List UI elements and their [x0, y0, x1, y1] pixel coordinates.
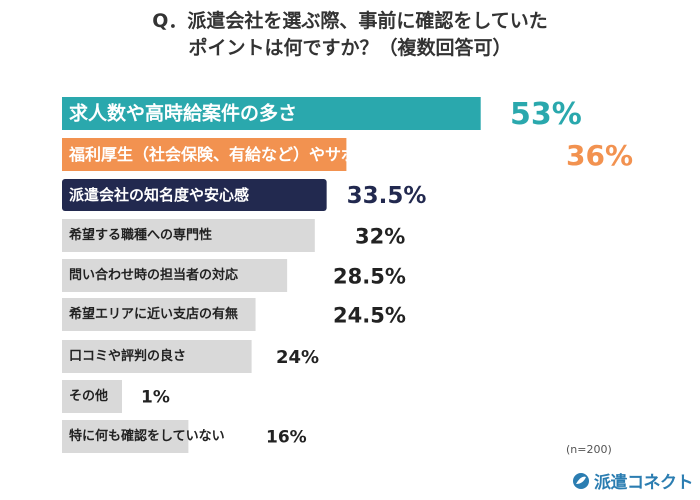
bar-label-8: その他	[69, 388, 108, 404]
value-label-8: 1%	[141, 388, 170, 408]
bar-label-2: 福利厚生（社会保険、有給など）やサポート体制	[68, 145, 421, 164]
bar-1	[62, 97, 481, 130]
sample-size-note: (n=200)	[566, 443, 612, 456]
value-label-4: 32%	[355, 225, 405, 249]
value-label-1: 53%	[510, 97, 582, 132]
chart-title: Q．派遣会社を選ぶ際、事前に確認をしていた ポイントは何ですか？（複数回答可）	[0, 8, 700, 62]
value-label-3: 33.5%	[347, 183, 427, 209]
bar-7	[62, 340, 252, 373]
bar-8	[62, 380, 122, 413]
brand-name: 派遣コネクト	[594, 473, 694, 493]
brand-logo: 派遣コネクト	[572, 468, 694, 493]
bar-label-4: 希望する職種への専門性	[69, 227, 212, 243]
value-label-7: 24%	[276, 347, 319, 368]
bar-3	[62, 179, 327, 211]
value-label-2: 36%	[566, 139, 633, 172]
chart-title-line-2: ポイントは何ですか？（複数回答可）	[188, 37, 512, 59]
bar-9	[62, 420, 189, 453]
bar-label-7: 口コミや評判の良さ	[69, 348, 186, 364]
chart-title-line-1: Q．派遣会社を選ぶ際、事前に確認をしていた	[152, 10, 548, 32]
bar-label-1: 求人数や高時給案件の多さ	[69, 102, 297, 125]
value-label-6: 24.5%	[333, 304, 406, 328]
bar-label-3: 派遣会社の知名度や安心感	[69, 186, 249, 204]
bar-4	[62, 219, 315, 252]
bar-label-6: 希望エリアに近い支店の有無	[69, 306, 238, 322]
bar-label-5: 問い合わせ時の担当者の対応	[69, 267, 238, 283]
bar-2	[62, 138, 347, 171]
bar-5	[62, 259, 288, 292]
value-label-9: 16%	[266, 428, 307, 448]
bar-label-9: 特に何も確認をしていない	[69, 428, 225, 444]
value-label-5: 28.5%	[333, 265, 406, 289]
bar-6	[62, 298, 256, 331]
brand-leaf-icon	[573, 472, 589, 489]
